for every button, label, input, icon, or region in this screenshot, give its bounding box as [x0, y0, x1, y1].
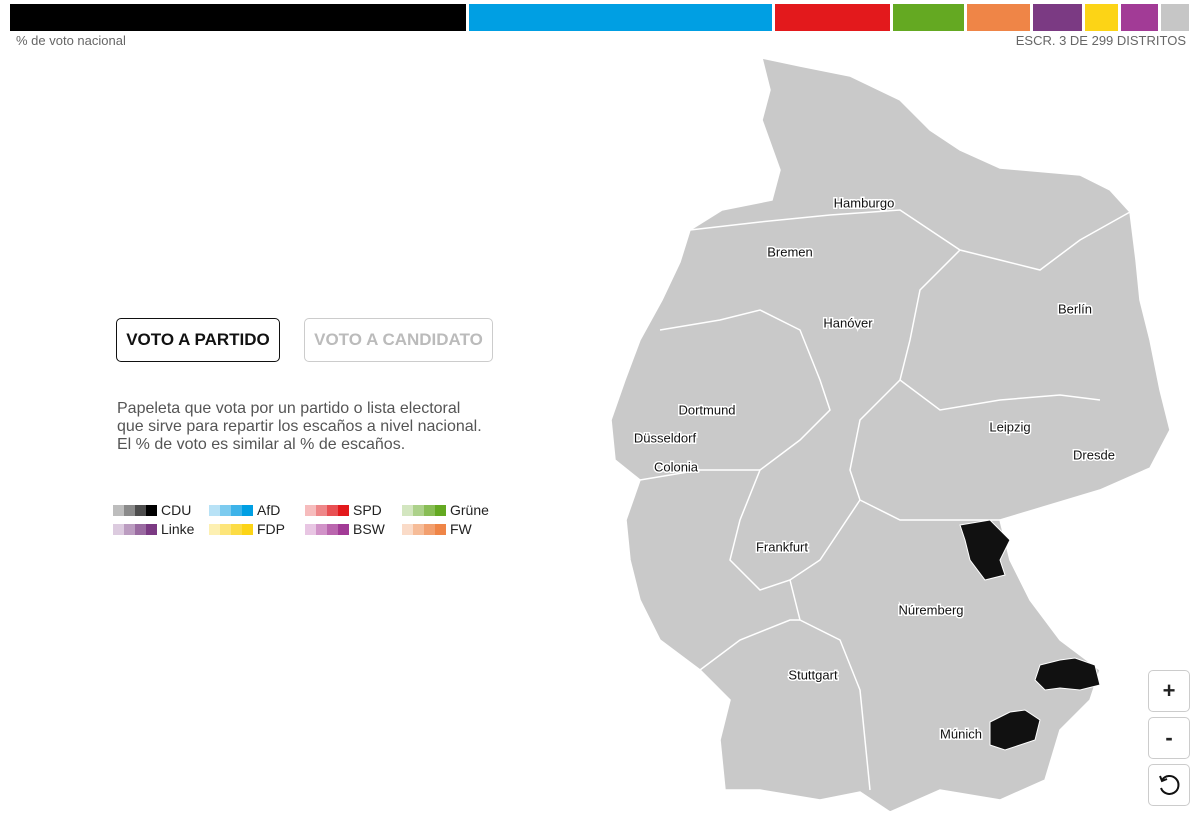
legend-label: CDU [161, 502, 192, 518]
vote-segment [1121, 4, 1159, 31]
vote-segment [1161, 4, 1189, 31]
legend-label: FW [450, 521, 472, 537]
description: Papeleta que vota por un partido o lista… [117, 400, 482, 454]
legend-swatch [338, 504, 349, 516]
city-label: Frankfurt [756, 539, 808, 554]
legend-swatch [231, 504, 242, 516]
state-borders [639, 209, 1131, 791]
legend-swatch [413, 523, 424, 535]
legend-swatch [305, 504, 316, 516]
legend-swatch [402, 504, 413, 516]
legend-swatch [402, 523, 413, 535]
legend-swatch [242, 504, 253, 516]
legend-item: CDU [113, 502, 191, 518]
city-label: Leipzig [989, 419, 1030, 434]
legend-swatch [316, 523, 327, 535]
city-label: Dresde [1073, 447, 1115, 462]
vote-segment [10, 4, 466, 31]
city-label: Berlín [1058, 301, 1092, 316]
city-label: Düsseldorf [634, 430, 697, 445]
legend-item: FW [402, 521, 472, 537]
legend-swatch [135, 504, 146, 516]
legend-label: AfD [257, 502, 281, 518]
legend-item: BSW [305, 521, 385, 537]
vote-segment [892, 4, 965, 31]
legend-swatch [424, 504, 435, 516]
national-vote-bar [10, 4, 1189, 31]
zoom-out-button[interactable]: - [1148, 717, 1190, 759]
reset-view-button[interactable] [1148, 764, 1190, 806]
legend-swatch [327, 504, 338, 516]
vote-segment [1084, 4, 1119, 31]
legend-swatch [220, 504, 231, 516]
city-label: Stuttgart [788, 667, 838, 682]
city-label: Colonia [654, 459, 699, 474]
legend-swatch [146, 523, 157, 535]
legend-label: SPD [353, 502, 382, 518]
vote-segment [967, 4, 1030, 31]
legend-swatch [305, 523, 316, 535]
legend-swatch [231, 523, 242, 535]
city-label: Hanóver [823, 315, 873, 330]
legend-swatch [242, 523, 253, 535]
legend-swatch [435, 523, 446, 535]
legend-label: FDP [257, 521, 285, 537]
legend-item: AfD [209, 502, 280, 518]
legend-swatch [209, 504, 220, 516]
tab-candidate-vote[interactable]: VOTO A CANDIDATO [304, 318, 493, 362]
legend-label: BSW [353, 521, 385, 537]
legend-swatch [316, 504, 327, 516]
city-label: Hamburgo [834, 195, 895, 210]
tab-party-vote[interactable]: VOTO A PARTIDO [116, 318, 280, 362]
city-label: Múnich [940, 726, 982, 741]
legend-swatch [327, 523, 338, 535]
count-status: ESCR. 3 DE 299 DISTRITOS [1015, 33, 1186, 48]
legend-swatch [124, 523, 135, 535]
reset-icon [1159, 775, 1180, 795]
city-label: Dortmund [678, 402, 735, 417]
vote-segment [775, 4, 890, 31]
legend-swatch [209, 523, 220, 535]
legend-swatch [220, 523, 231, 535]
description-line: El % de voto es similar al % de escaños. [117, 436, 406, 453]
legend-label: Linke [161, 521, 195, 537]
legend-swatch [413, 504, 424, 516]
legend-swatch [135, 523, 146, 535]
description-line: que sirve para repartir los escaños a ni… [117, 418, 482, 435]
counted-districts [959, 519, 1101, 751]
legend-item: FDP [209, 521, 285, 537]
city-labels: Hamburgo Bremen Hanóver Berlín Dortmund Düsse… [632, 194, 1116, 743]
legend-swatch [113, 523, 124, 535]
legend-swatch [146, 504, 157, 516]
city-label: Bremen [767, 244, 813, 259]
legend-label: Grüne [450, 502, 489, 518]
description-line: Papeleta que vota por un partido o lista… [117, 400, 461, 417]
vote-segment [468, 4, 773, 31]
vote-segment [1032, 4, 1082, 31]
germany-shape [610, 57, 1171, 813]
city-label: Núremberg [898, 602, 963, 617]
zoom-in-button[interactable]: + [1148, 670, 1190, 712]
legend-swatch [435, 504, 446, 516]
legend-swatch [424, 523, 435, 535]
legend-item: SPD [305, 502, 382, 518]
legend-swatch [338, 523, 349, 535]
vote-bar-label: % de voto nacional [16, 33, 126, 48]
legend-swatch [124, 504, 135, 516]
legend-swatch [113, 504, 124, 516]
legend-item: Linke [113, 521, 194, 537]
legend-item: Grüne [402, 502, 489, 518]
